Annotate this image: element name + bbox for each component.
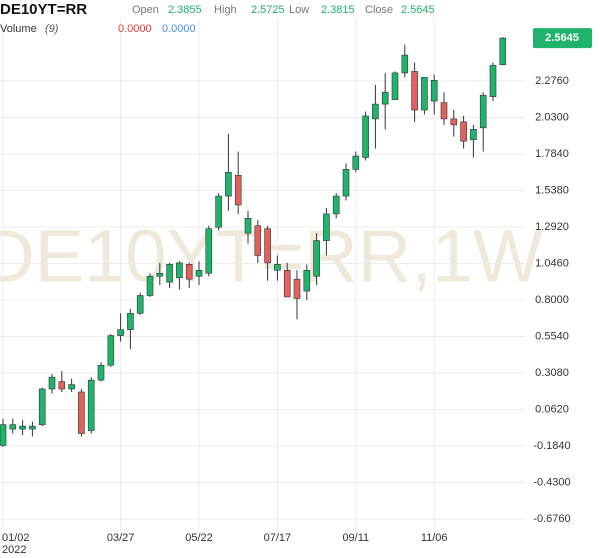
- x-tick-label: 01/02: [2, 532, 30, 544]
- candle-body: [244, 218, 252, 234]
- candle-body: [9, 424, 17, 430]
- x-tick-label: 03/27: [107, 532, 135, 544]
- y-tick-label: 1.2920: [535, 221, 569, 233]
- candle-body: [440, 102, 448, 120]
- y-tick-label: 0.8000: [535, 294, 569, 306]
- candle-body: [421, 77, 428, 111]
- candle-body: [430, 80, 438, 102]
- candle-body: [450, 118, 458, 126]
- candle-body: [195, 269, 203, 277]
- ohlc-value: 2.3815: [321, 4, 355, 16]
- y-tick-label: 0.0620: [535, 403, 569, 415]
- candle-body: [58, 381, 66, 390]
- watermark: DE10YT=RR,1W: [0, 215, 543, 298]
- candle-body: [0, 424, 7, 446]
- candle-body: [362, 115, 369, 158]
- ohlc-label: Open: [132, 4, 159, 16]
- candle-body: [29, 425, 36, 430]
- candle-body: [381, 91, 389, 105]
- ohlc-label: Close: [365, 4, 393, 16]
- candle-body: [293, 278, 301, 299]
- volume-value: 0.0000: [118, 23, 152, 35]
- candle-body: [264, 228, 271, 264]
- chart-title: DE10YT=RR: [0, 1, 87, 18]
- y-tick-label: 1.5380: [535, 184, 569, 196]
- x-year-label: 2022: [2, 544, 26, 556]
- candle-body: [489, 65, 497, 97]
- candle-body: [215, 195, 222, 228]
- candle-body: [136, 295, 144, 314]
- y-tick-label: -0.1840: [533, 440, 570, 452]
- candle-body: [332, 195, 340, 215]
- candle-body: [401, 54, 409, 74]
- candle-body: [254, 225, 262, 256]
- candle-body: [107, 335, 115, 366]
- candle-body: [323, 213, 330, 241]
- candle-body: [166, 264, 173, 283]
- candle-body: [274, 264, 281, 271]
- x-tick-label: 11/06: [421, 532, 448, 544]
- y-tick-label: -0.6760: [533, 513, 570, 525]
- candle-body: [19, 425, 26, 430]
- x-tick-label: 09/11: [342, 532, 369, 544]
- candle-body: [372, 103, 379, 120]
- y-tick-label: -0.4300: [533, 476, 570, 488]
- candle-body: [470, 129, 477, 140]
- candle-body: [185, 264, 193, 280]
- candle-body: [156, 272, 164, 277]
- candle-body: [479, 94, 487, 129]
- candle-body: [411, 71, 418, 111]
- x-tick-label: 07/17: [264, 532, 292, 544]
- candle-body: [48, 376, 56, 390]
- candle-body: [313, 240, 320, 277]
- volume-label: Volume: [0, 23, 37, 35]
- y-tick-label: 1.7840: [535, 148, 569, 160]
- y-tick-label: 2.2760: [535, 75, 569, 87]
- candle-body: [38, 388, 46, 425]
- candle-body: [78, 391, 85, 434]
- candle-body: [68, 384, 75, 390]
- ohlc-label: Low: [289, 4, 309, 16]
- y-tick-label: 2.0300: [535, 111, 569, 123]
- candle-body: [97, 364, 105, 381]
- y-tick-label: 1.0460: [535, 257, 569, 269]
- candle-body: [499, 37, 507, 65]
- candle-body: [146, 275, 154, 296]
- candle-body: [127, 313, 134, 330]
- ohlc-value: 2.5725: [251, 4, 285, 16]
- candle-body: [342, 169, 350, 197]
- candle-body: [225, 172, 232, 197]
- candle-body: [460, 121, 467, 142]
- x-tick-label: 05/22: [185, 532, 213, 544]
- ohlc-value: 2.3855: [168, 4, 202, 16]
- candle-body: [303, 269, 311, 292]
- candle-body: [117, 329, 124, 336]
- candle-body: [176, 262, 183, 279]
- price-tag: [533, 28, 592, 49]
- candle-body: [234, 175, 242, 206]
- candle-body: [87, 379, 95, 431]
- candle-body: [283, 269, 291, 298]
- candle-body: [391, 72, 399, 100]
- candle-body: [205, 228, 213, 274]
- ohlc-value: 2.5645: [401, 4, 435, 16]
- y-tick-label: 0.5540: [535, 330, 569, 342]
- price-tag-label: 2.5645: [545, 32, 579, 44]
- y-tick-label: 0.3080: [535, 367, 569, 379]
- volume-value: 0.0000: [162, 23, 196, 35]
- volume-param: (9): [45, 23, 59, 35]
- ohlc-label: High: [214, 4, 237, 16]
- candle-body: [352, 155, 360, 170]
